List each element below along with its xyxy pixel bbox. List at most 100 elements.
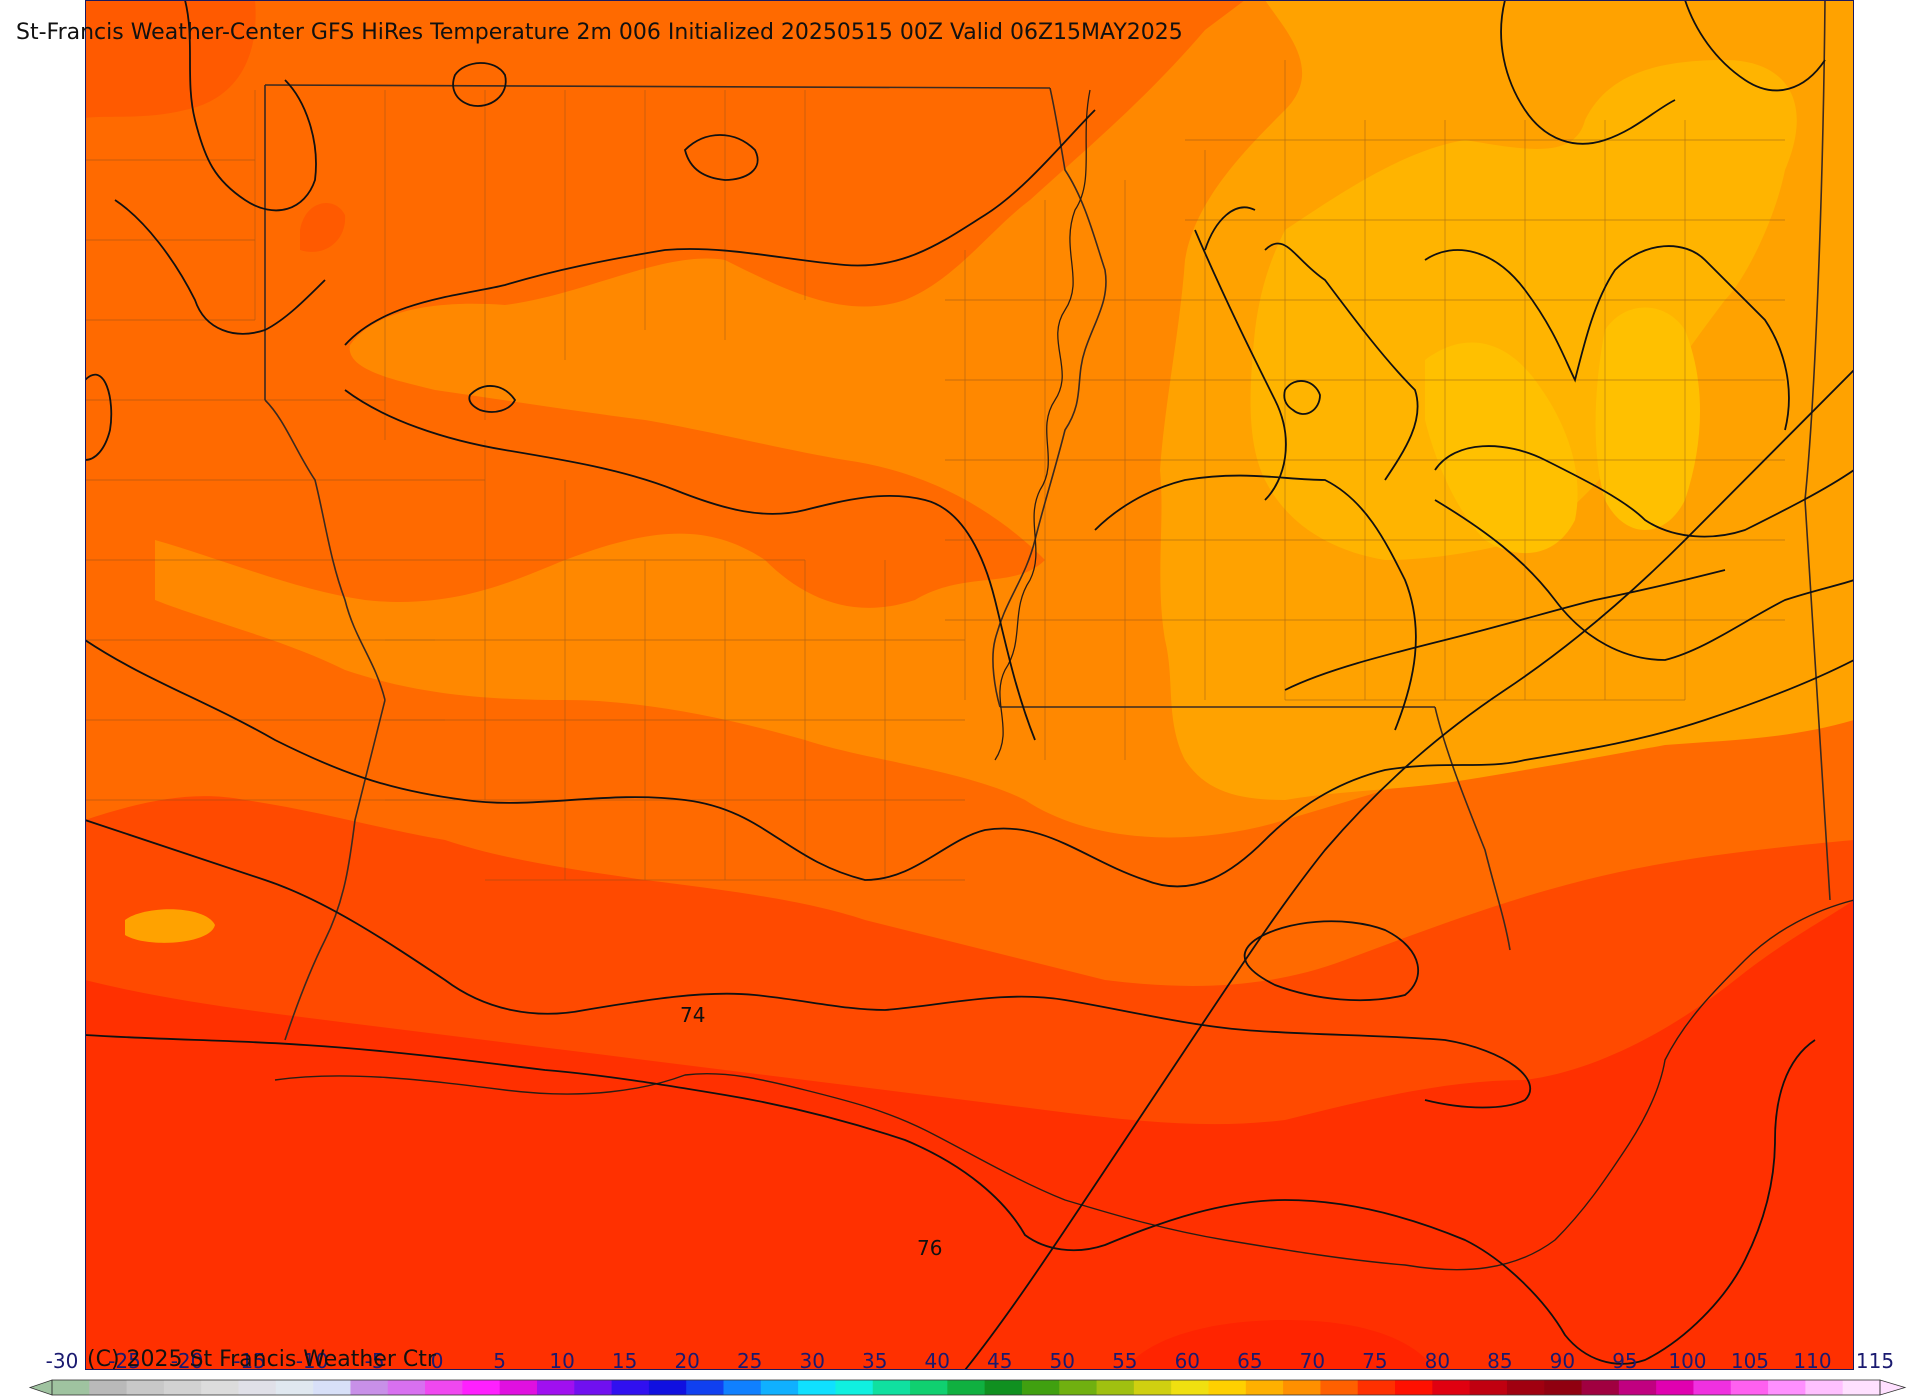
- colorbar-tick-label: 0: [431, 1349, 444, 1373]
- temp-fill-nw-warm: [85, 0, 256, 118]
- map-title: St-Francis Weather-Center GFS HiRes Temp…: [16, 20, 1183, 45]
- colorbar-swatch: [1021, 1380, 1060, 1395]
- colorbar-tick-label: 95: [1612, 1349, 1637, 1373]
- colorbar-swatch: [462, 1380, 501, 1395]
- colorbar-tick-label: 5: [493, 1349, 506, 1373]
- colorbar-swatch: [1469, 1380, 1508, 1395]
- colorbar-swatch: [201, 1380, 240, 1395]
- contour-label-74: 74: [680, 1003, 705, 1027]
- colorbar-swatch: [1805, 1380, 1844, 1395]
- colorbar-tick-label: 100: [1668, 1349, 1706, 1373]
- colorbar-tick-label: 20: [674, 1349, 699, 1373]
- colorbar-tick-label: 55: [1112, 1349, 1137, 1373]
- copyright-text: (C) 2025 St Francis Weather Ctr: [87, 1347, 436, 1372]
- colorbar-swatch: [1730, 1380, 1769, 1395]
- colorbar-tick-label: -20: [171, 1349, 204, 1373]
- colorbar-swatch: [1357, 1380, 1396, 1395]
- colorbar-tick-label: 60: [1175, 1349, 1200, 1373]
- colorbar-swatch: [872, 1380, 911, 1395]
- colorbar-swatch: [536, 1380, 575, 1395]
- colorbar-swatch: [648, 1380, 687, 1395]
- colorbar-tick-label: 90: [1550, 1349, 1575, 1373]
- colorbar-tick-label: 110: [1793, 1349, 1831, 1373]
- colorbar-swatch: [350, 1380, 389, 1395]
- mississippi-river: [994, 89, 1091, 761]
- colorbar-swatch: [798, 1380, 836, 1395]
- colorbar-swatch: [275, 1380, 314, 1395]
- temp-fill-sw-spot: [125, 909, 215, 943]
- colorbar-tick-label: 50: [1050, 1349, 1075, 1373]
- colorbar-swatch: [1506, 1380, 1545, 1395]
- colorbar-swatch: [387, 1380, 426, 1395]
- colorbar-tick-label: -30: [46, 1349, 79, 1373]
- colorbar-tick-label: 30: [799, 1349, 824, 1373]
- colorbar-swatch: [499, 1380, 538, 1395]
- temp-fill-gulf-80: [1125, 1320, 1435, 1370]
- colorbar-tick-label: 35: [862, 1349, 887, 1373]
- temp-fill-east-66: [1425, 342, 1578, 554]
- colorbar-swatch: [1432, 1380, 1471, 1395]
- state-borders: [264, 0, 1831, 1041]
- colorbar-swatch: [313, 1380, 351, 1395]
- temp-fill-nw-spot: [300, 203, 346, 252]
- colorbar-swatch: [1320, 1380, 1359, 1395]
- colorbar-swatch: [611, 1380, 650, 1395]
- colorbar-swatch: [1059, 1380, 1098, 1395]
- colorbar-tick-label: -15: [233, 1349, 266, 1373]
- colorbar-tick-label: 80: [1425, 1349, 1450, 1373]
- colorbar-swatch: [1693, 1380, 1732, 1395]
- colorbar-swatch: [1245, 1380, 1284, 1395]
- colorbar-swatch: [686, 1380, 725, 1395]
- colorbar-min-arrow: [28, 1379, 53, 1396]
- colorbar-tick-label: 25: [737, 1349, 762, 1373]
- colorbar-tick-label: 75: [1362, 1349, 1387, 1373]
- colorbar-tick-label: -5: [365, 1349, 385, 1373]
- coastline: [274, 899, 1854, 1271]
- colorbar-swatch: [1096, 1380, 1135, 1395]
- temp-fill-east-66b: [1595, 307, 1700, 530]
- isotherm-contours: [85, 0, 1854, 1370]
- colorbar-swatch: [1656, 1380, 1694, 1395]
- colorbar-swatch: [126, 1380, 165, 1395]
- colorbar-tick-label: -10: [296, 1349, 329, 1373]
- colorbar-tick-label: 115: [1856, 1349, 1894, 1373]
- temperature-map: 74 76: [85, 0, 1854, 1370]
- colorbar-swatch: [1171, 1380, 1209, 1395]
- temperature-colorbar: -30 -25 -20 -15 -10 -5 0 5 10 15 20 25 30 35 40 45 50 55 6…: [28, 1349, 1907, 1396]
- temp-fill-east-68: [1250, 60, 1797, 560]
- colorbar-swatch: [947, 1380, 986, 1395]
- colorbar-tick-label: 10: [549, 1349, 574, 1373]
- colorbar-swatch: [1842, 1380, 1881, 1395]
- colorbar-tick-label: 85: [1487, 1349, 1512, 1373]
- colorbar-swatch: [984, 1380, 1023, 1395]
- colorbar-swatch: [1768, 1380, 1806, 1395]
- colorbar-swatch: [1208, 1380, 1247, 1395]
- contour-label-76: 76: [917, 1236, 942, 1260]
- colorbar-swatch: [425, 1380, 463, 1395]
- colorbar-swatch: [52, 1380, 90, 1395]
- colorbar-tick-label: 65: [1237, 1349, 1262, 1373]
- colorbar-swatch: [1283, 1380, 1321, 1395]
- colorbar-swatch: [1395, 1380, 1433, 1395]
- colorbar-swatch: [1544, 1380, 1583, 1395]
- colorbar-swatch: [835, 1380, 874, 1395]
- colorbar-frame: [51, 1379, 1881, 1396]
- colorbar-tick-label: 40: [925, 1349, 950, 1373]
- colorbar-tick-label: 105: [1731, 1349, 1769, 1373]
- colorbar-swatch: [89, 1380, 128, 1395]
- colorbar-swatch: [238, 1380, 277, 1395]
- colorbar-swatch: [1133, 1380, 1172, 1395]
- colorbar-tick-label: 70: [1300, 1349, 1325, 1373]
- colorbar-swatch: [1581, 1380, 1620, 1395]
- colorbar-swatch: [910, 1380, 948, 1395]
- temp-fill-gulf-78: [85, 900, 1854, 1370]
- colorbar-tick-label: -25: [108, 1349, 141, 1373]
- colorbar-swatch: [760, 1380, 799, 1395]
- colorbar-swatch: [574, 1380, 613, 1395]
- colorbar-swatch: [163, 1380, 202, 1395]
- colorbar-swatch: [1618, 1380, 1657, 1395]
- colorbar-max-arrow: [1879, 1379, 1907, 1396]
- colorbar-tick-label: 45: [987, 1349, 1012, 1373]
- colorbar-swatch: [723, 1380, 762, 1395]
- colorbar-tick-label: 15: [612, 1349, 637, 1373]
